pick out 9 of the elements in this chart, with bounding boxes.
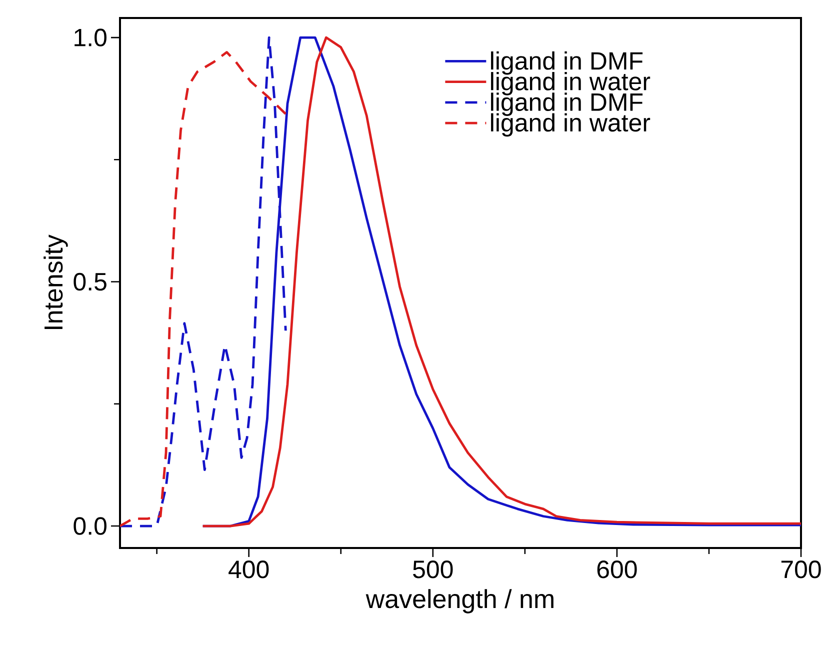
y-axis-title: Intensity bbox=[44, 234, 68, 330]
x-tick-label: 500 bbox=[413, 560, 453, 578]
x-axis-title: wavelength / nm bbox=[366, 589, 554, 614]
x-tick-label: 700 bbox=[781, 560, 821, 578]
y-tick-label: 0.5 bbox=[74, 272, 106, 291]
y-tick-label: 0.0 bbox=[74, 517, 106, 535]
x-tick-label: 600 bbox=[597, 560, 637, 578]
x-tick-label: 400 bbox=[228, 560, 269, 578]
y-tick-label: 1.0 bbox=[74, 28, 106, 46]
